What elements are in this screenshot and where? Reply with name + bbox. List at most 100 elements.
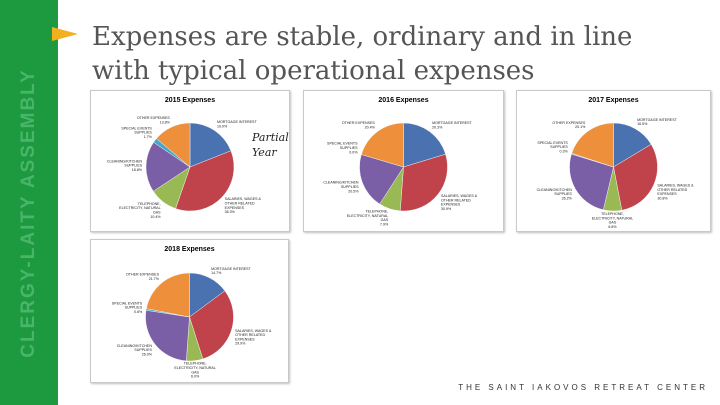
chart-2017: 2017 Expenses MORTGAGE INTEREST 16.5% SALAR… xyxy=(516,90,711,232)
pie-slice-mortgage-interest xyxy=(189,122,232,168)
slice-label-mortgage-interest: MORTGAGE INTEREST 14.7% xyxy=(211,267,251,275)
pie-slice-salaries-wages-other-related-expenses xyxy=(189,290,234,360)
slice-label-cleaning-kitchen-supplies: CLEANING/KITCHEN SUPPLIES 20.5% xyxy=(323,181,359,194)
slice-label-salaries-wages-other-related-expenses: SALARIES, WAGES & OTHER RELATED EXPENSES 29… xyxy=(235,329,272,346)
pie-slice-cleaning-kitchen-supplies xyxy=(145,310,190,362)
slice-label-line: ELECTRICITY, NATURAL xyxy=(174,366,215,370)
slice-label-line: SUPPLIES xyxy=(124,164,142,168)
slice-label-line: OTHER EXPENSES xyxy=(342,121,376,125)
slice-label-line: 6.0% xyxy=(191,375,200,379)
pie-slice-cleaning-kitchen-supplies xyxy=(569,153,614,211)
slice-label-line: 21.7% xyxy=(149,277,160,281)
slice-label-line: SALARIES, WAGES & xyxy=(441,194,478,198)
partial-year-note: Partial Year xyxy=(252,131,289,159)
pie-slice-other-expenses xyxy=(361,122,404,168)
slice-label-line: SUPPLIES xyxy=(550,145,568,149)
slice-label-line: 0.0% xyxy=(349,150,358,154)
pie-slice-other-expenses xyxy=(571,122,614,168)
slice-label-telephone-electricity-natural-gas: TELEPHONE, ELECTRICITY, NATURAL GAS 6.0% xyxy=(174,362,215,379)
slice-label-line: SPECIAL EVENTS xyxy=(327,142,358,146)
pie-chart-svg: 2016 Expenses MORTGAGE INTEREST 20.3% SALAR… xyxy=(323,97,478,226)
slice-label-line: 20.5% xyxy=(348,189,359,193)
slice-label-special-events-supplies: SPECIAL EVENTS SUPPLIES 0.3% xyxy=(537,141,568,154)
pie-slice-mortgage-interest xyxy=(403,122,446,168)
slice-label-line: 1.7% xyxy=(144,135,153,139)
slice-label-line: EXPENSES xyxy=(441,203,461,207)
slice-label-line: MORTGAGE INTEREST xyxy=(432,121,472,125)
slice-label-line: SALARIES, WAGES & xyxy=(225,197,262,201)
chart-title: 2017 Expenses xyxy=(588,97,638,104)
slice-label-mortgage-interest: MORTGAGE INTEREST 20.3% xyxy=(432,121,472,129)
slice-label-special-events-supplies: SPECIAL EVENTS SUPPLIES 0.6% xyxy=(112,301,143,314)
slice-label-line: CLEANING/KITCHEN xyxy=(117,344,153,348)
pie-chart-svg: 2018 Expenses MORTGAGE INTEREST 14.7% SALAR… xyxy=(112,246,272,379)
pie-slice-salaries-wages-other-related-expenses xyxy=(399,153,448,212)
slice-label-line: 10.4% xyxy=(150,215,161,219)
slice-label-line: EXPENSES xyxy=(225,206,245,210)
pie-slice-cleaning-kitchen-supplies xyxy=(145,141,191,192)
slice-label-line: GAS xyxy=(381,218,389,222)
slice-label-line: ELECTRICITY, NATURAL xyxy=(592,216,633,220)
slice-label-line: OTHER RELATED xyxy=(225,201,255,205)
slice-label-line: 26.0% xyxy=(142,352,153,356)
slice-label-line: EXPENSES xyxy=(235,337,255,341)
slice-label-line: GAS xyxy=(153,211,161,215)
slice-label-salaries-wages-other-related-expenses: SALARIES, WAGES & OTHER RELATED EXPENSES 30… xyxy=(657,184,694,201)
slice-label-line: SUPPLIES xyxy=(554,192,572,196)
slice-label-line: OTHER EXPENSES xyxy=(126,273,160,277)
slide-title: Expenses are stable, ordinary and in lin… xyxy=(92,22,633,86)
title-arrow-icon xyxy=(52,27,78,41)
slice-label-line: EXPENSES xyxy=(657,192,677,196)
slice-label-line: 30.9% xyxy=(441,207,452,211)
slice-label-special-events-supplies: SPECIAL EVENTS SUPPLIES 0.0% xyxy=(327,142,358,155)
pie-slice-other-expenses xyxy=(156,122,191,168)
slice-label-line: TELEPHONE, xyxy=(365,210,388,214)
slice-label-line: GAS xyxy=(191,370,199,374)
chart-title: 2015 Expenses xyxy=(165,97,215,104)
pie-chart-svg: 2017 Expenses MORTGAGE INTEREST 16.5% SALAR… xyxy=(537,97,694,229)
slice-label-line: 29.9% xyxy=(235,342,246,346)
slice-label-line: 14.7% xyxy=(211,271,222,275)
slice-label-line: CLEANING/KITCHEN xyxy=(107,159,143,163)
slice-label-line: 20.3% xyxy=(432,125,443,129)
slice-label-line: MORTGAGE INTEREST xyxy=(217,120,257,124)
slice-label-mortgage-interest: MORTGAGE INTEREST 19.0% xyxy=(217,120,257,128)
chart-title: 2016 Expenses xyxy=(378,97,428,104)
slice-label-line: ELECTRICITY, NATURAL xyxy=(347,214,388,218)
slice-label-line: ELECTRICITY, NATURAL xyxy=(119,206,160,210)
slice-label-special-events-supplies: SPECIAL EVENTS SUPPLIES 1.7% xyxy=(121,126,152,139)
slice-label-other-expenses: OTHER EXPENSES 13.8% xyxy=(137,116,171,124)
slice-label-line: 26.2% xyxy=(562,196,573,200)
slice-label-cleaning-kitchen-supplies: CLEANING/KITCHEN SUPPLIES 18.8% xyxy=(107,159,143,172)
slice-label-line: OTHER RELATED xyxy=(441,198,471,202)
slice-label-line: OTHER RELATED xyxy=(657,188,687,192)
slice-label-line: SALARIES, WAGES & xyxy=(657,184,694,188)
slice-label-line: 30.8% xyxy=(657,196,668,200)
slice-label-line: SPECIAL EVENTS xyxy=(121,126,152,130)
slice-label-line: 13.8% xyxy=(160,120,171,124)
slice-label-cleaning-kitchen-supplies: CLEANING/KITCHEN SUPPLIES 26.0% xyxy=(117,344,153,357)
slice-label-other-expenses: OTHER EXPENSES 20.4% xyxy=(342,121,376,129)
slice-label-line: 36.3% xyxy=(225,210,236,214)
pie-slice-mortgage-interest xyxy=(613,122,652,168)
sidebar-band: CLERGY-LAITY ASSEMBLY xyxy=(0,0,58,405)
slice-label-line: GAS xyxy=(609,221,617,225)
chart-2015: 2015 Expenses MORTGAGE INTEREST 19.0% SALAR… xyxy=(90,90,290,232)
slice-label-line: CLEANING/KITCHEN xyxy=(537,188,573,192)
footer-text: THE SAINT IAKOVOS RETREAT CENTER xyxy=(458,383,708,392)
slice-label-mortgage-interest: MORTGAGE INTEREST 16.5% xyxy=(637,118,677,126)
slice-label-salaries-wages-other-related-expenses: SALARIES, WAGES & OTHER RELATED EXPENSES 30… xyxy=(441,194,478,211)
slice-label-line: TELEPHONE, xyxy=(184,362,207,366)
slice-label-line: TELEPHONE, xyxy=(138,202,161,206)
slice-label-line: SUPPLIES xyxy=(134,348,152,352)
slice-label-line: 16.5% xyxy=(637,122,648,126)
slice-label-line: 6.8% xyxy=(608,225,617,229)
chart-2018: 2018 Expenses MORTGAGE INTEREST 14.7% SALAR… xyxy=(90,239,289,383)
slice-label-line: OTHER EXPENSES xyxy=(552,121,586,125)
pie-slice-cleaning-kitchen-supplies xyxy=(359,154,404,205)
slice-label-line: OTHER EXPENSES xyxy=(137,116,171,120)
slice-label-line: SUPPLIES xyxy=(341,185,359,189)
slice-label-line: 0.6% xyxy=(134,310,143,314)
slice-label-telephone-electricity-natural-gas: TELEPHONE, ELECTRICITY, NATURAL GAS 10.4% xyxy=(119,202,161,219)
slice-label-line: TELEPHONE, xyxy=(601,212,624,216)
